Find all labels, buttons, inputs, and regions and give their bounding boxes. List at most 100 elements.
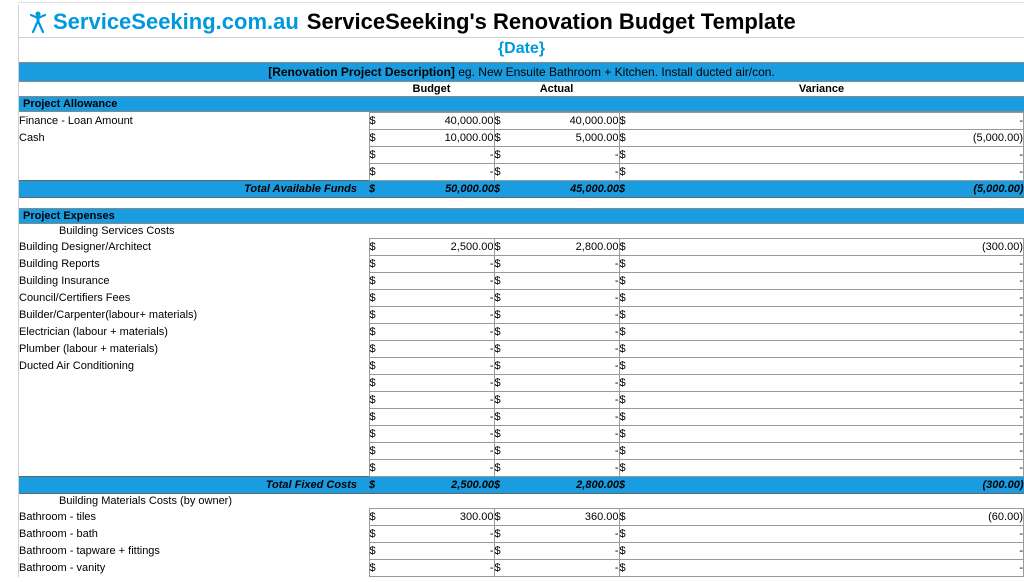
section-project-allowance: Project Allowance	[19, 96, 1024, 112]
actual-cell[interactable]: -	[508, 426, 619, 443]
table-row[interactable]: Ducted Air Conditioning$-$-$-	[19, 358, 1024, 375]
table-row[interactable]: Finance - Loan Amount$40,000.00$40,000.0…	[19, 113, 1024, 130]
row-label: Council/Certifiers Fees	[19, 290, 369, 307]
actual-cell[interactable]: -	[508, 290, 619, 307]
variance-cell: -	[633, 409, 1024, 426]
building-materials-table[interactable]: Bathroom - tiles$300.00$360.00$(60.00)Ba…	[19, 508, 1024, 577]
currency-symbol: $	[619, 164, 633, 181]
row-label: Building Reports	[19, 256, 369, 273]
table-row[interactable]: $-$-$-	[19, 147, 1024, 164]
total-label: Total Available Funds	[19, 181, 369, 198]
budget-cell[interactable]: 2,500.00	[383, 239, 494, 256]
budget-cell[interactable]: 10,000.00	[383, 130, 494, 147]
actual-cell[interactable]: -	[508, 147, 619, 164]
currency-symbol: $	[494, 341, 508, 358]
budget-cell[interactable]: -	[383, 290, 494, 307]
actual-cell[interactable]: 360.00	[508, 509, 619, 526]
budget-cell[interactable]: 300.00	[383, 509, 494, 526]
table-row[interactable]: Bathroom - tapware + fittings$-$-$-	[19, 543, 1024, 560]
actual-cell[interactable]: -	[508, 324, 619, 341]
actual-cell[interactable]: -	[508, 392, 619, 409]
budget-cell[interactable]: -	[383, 560, 494, 577]
table-row[interactable]: Plumber (labour + materials)$-$-$-	[19, 341, 1024, 358]
budget-cell[interactable]: -	[383, 526, 494, 543]
budget-cell[interactable]: -	[383, 460, 494, 477]
actual-cell[interactable]: -	[508, 273, 619, 290]
currency-symbol: $	[494, 130, 508, 147]
budget-cell[interactable]: -	[383, 426, 494, 443]
row-label	[19, 164, 369, 181]
currency-symbol: $	[494, 560, 508, 577]
currency-symbol: $	[369, 341, 383, 358]
table-row[interactable]: Building Insurance$-$-$-	[19, 273, 1024, 290]
actual-cell[interactable]: 40,000.00	[508, 113, 619, 130]
actual-cell[interactable]: -	[508, 375, 619, 392]
budget-total: 2,500.00	[383, 477, 494, 494]
table-row[interactable]: Cash$10,000.00$5,000.00$(5,000.00)	[19, 130, 1024, 147]
table-row[interactable]: $-$-$-	[19, 426, 1024, 443]
actual-cell[interactable]: -	[508, 560, 619, 577]
budget-cell[interactable]: -	[383, 443, 494, 460]
budget-cell[interactable]: -	[383, 324, 494, 341]
table-row[interactable]: Council/Certifiers Fees$-$-$-	[19, 290, 1024, 307]
currency-symbol: $	[494, 460, 508, 477]
table-row[interactable]: $-$-$-	[19, 392, 1024, 409]
currency-symbol: $	[619, 130, 633, 147]
actual-cell[interactable]: -	[508, 409, 619, 426]
row-label: Electrician (labour + materials)	[19, 324, 369, 341]
table-row[interactable]: Electrician (labour + materials)$-$-$-	[19, 324, 1024, 341]
table-row[interactable]: $-$-$-	[19, 164, 1024, 181]
budget-cell[interactable]: -	[383, 147, 494, 164]
currency-symbol: $	[619, 181, 633, 198]
actual-cell[interactable]: -	[508, 443, 619, 460]
budget-cell[interactable]: -	[383, 164, 494, 181]
table-row[interactable]: Building Reports$-$-$-	[19, 256, 1024, 273]
actual-cell[interactable]: 2,800.00	[508, 239, 619, 256]
actual-cell[interactable]: -	[508, 526, 619, 543]
variance-cell: -	[633, 375, 1024, 392]
building-services-table[interactable]: Building Designer/Architect$2,500.00$2,8…	[19, 238, 1024, 494]
actual-cell[interactable]: -	[508, 164, 619, 181]
budget-cell[interactable]: -	[383, 341, 494, 358]
actual-cell[interactable]: -	[508, 543, 619, 560]
currency-symbol: $	[619, 290, 633, 307]
table-row[interactable]: $-$-$-	[19, 375, 1024, 392]
budget-cell[interactable]: -	[383, 273, 494, 290]
table-row[interactable]: Bathroom - bath$-$-$-	[19, 526, 1024, 543]
actual-cell[interactable]: -	[508, 358, 619, 375]
budget-cell[interactable]: 40,000.00	[383, 113, 494, 130]
budget-cell[interactable]: -	[383, 375, 494, 392]
logo: ServiceSeeking.com.au	[27, 9, 299, 35]
allowance-table[interactable]: Finance - Loan Amount$40,000.00$40,000.0…	[19, 112, 1024, 198]
actual-cell[interactable]: -	[508, 341, 619, 358]
actual-cell[interactable]: -	[508, 307, 619, 324]
currency-symbol: $	[619, 477, 633, 494]
currency-symbol: $	[619, 543, 633, 560]
row-label	[19, 375, 369, 392]
currency-symbol: $	[619, 113, 633, 130]
currency-symbol: $	[369, 443, 383, 460]
budget-cell[interactable]: -	[383, 256, 494, 273]
table-row[interactable]: $-$-$-	[19, 409, 1024, 426]
actual-cell[interactable]: 5,000.00	[508, 130, 619, 147]
budget-cell[interactable]: -	[383, 358, 494, 375]
actual-cell[interactable]: -	[508, 460, 619, 477]
budget-cell[interactable]: -	[383, 307, 494, 324]
row-label: Finance - Loan Amount	[19, 113, 369, 130]
currency-symbol: $	[369, 526, 383, 543]
currency-symbol: $	[494, 307, 508, 324]
currency-symbol: $	[494, 256, 508, 273]
budget-cell[interactable]: -	[383, 543, 494, 560]
row-label	[19, 147, 369, 164]
actual-cell[interactable]: -	[508, 256, 619, 273]
table-row[interactable]: Bathroom - vanity$-$-$-	[19, 560, 1024, 577]
table-row[interactable]: Building Designer/Architect$2,500.00$2,8…	[19, 239, 1024, 256]
table-row[interactable]: Builder/Carpenter(labour+ materials)$-$-…	[19, 307, 1024, 324]
table-row[interactable]: $-$-$-	[19, 460, 1024, 477]
table-row[interactable]: $-$-$-	[19, 443, 1024, 460]
budget-cell[interactable]: -	[383, 392, 494, 409]
table-row[interactable]: Bathroom - tiles$300.00$360.00$(60.00)	[19, 509, 1024, 526]
variance-cell: -	[633, 543, 1024, 560]
budget-cell[interactable]: -	[383, 409, 494, 426]
variance-cell: -	[633, 273, 1024, 290]
